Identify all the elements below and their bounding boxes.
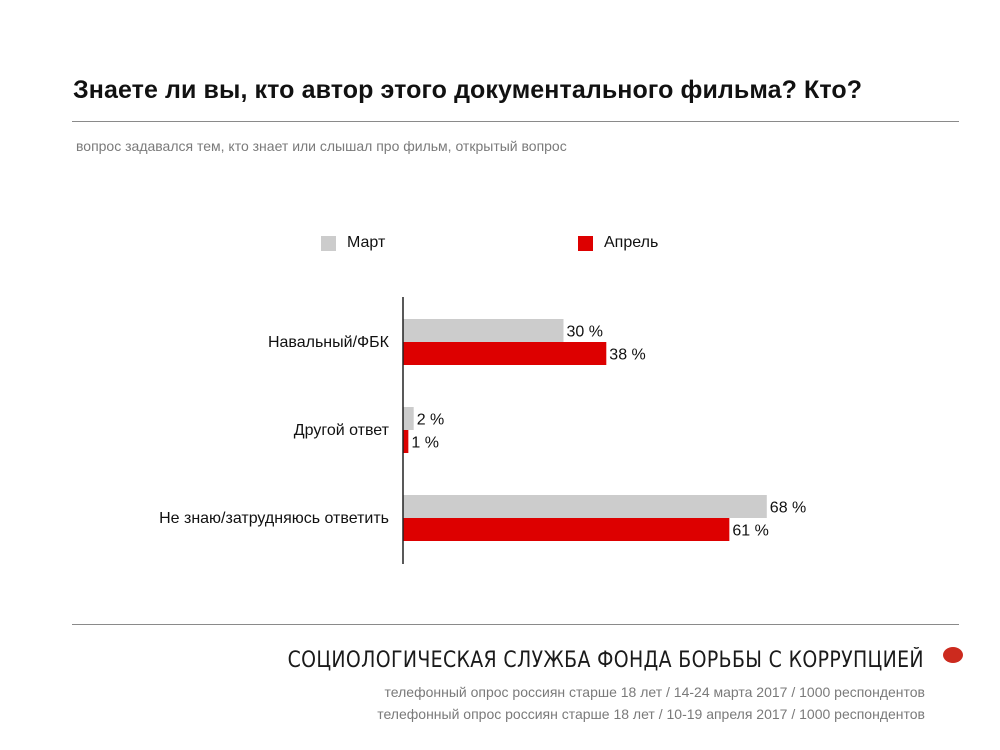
data-label-april: 1 % [411,435,439,452]
legend-swatch-april [578,235,593,251]
legend-label-march: Март [347,234,386,251]
data-label-march: 30 % [567,324,603,341]
category-label: Другой ответ [294,422,390,439]
data-label-april: 61 % [732,523,768,540]
legend-label-april: Апрель [604,234,659,251]
bar-march [403,319,564,342]
chart-subtitle: вопрос задавался тем, кто знает или слыш… [76,138,567,154]
data-label-march: 2 % [417,412,445,429]
chart-title: Знаете ли вы, кто автор этого документал… [73,76,863,104]
bar-april [403,518,730,541]
category-label: Навальный/ФБК [268,334,390,351]
legend-item-march: Март [321,233,385,253]
bar-april [403,430,409,453]
bar-april [403,342,607,365]
legend-swatch-march [321,235,336,251]
data-label-april: 38 % [609,347,645,364]
legend-item-april: Апрель [578,233,658,253]
footer-note-april: телефонный опрос россиян старше 18 лет /… [377,706,925,722]
brand-dot-icon [943,647,963,663]
data-label-march: 68 % [770,500,806,517]
category-label: Не знаю/затрудняюсь ответить [159,510,389,527]
footer-note-march: телефонный опрос россиян старше 18 лет /… [384,684,925,700]
footer-divider [72,624,959,625]
header-divider [72,121,959,122]
bar-march [403,407,414,430]
footer-org-name: СОЦИОЛОГИЧЕСКАЯ СЛУЖБА ФОНДА БОРЬБЫ С КО… [287,648,924,673]
bar-march [403,495,767,518]
